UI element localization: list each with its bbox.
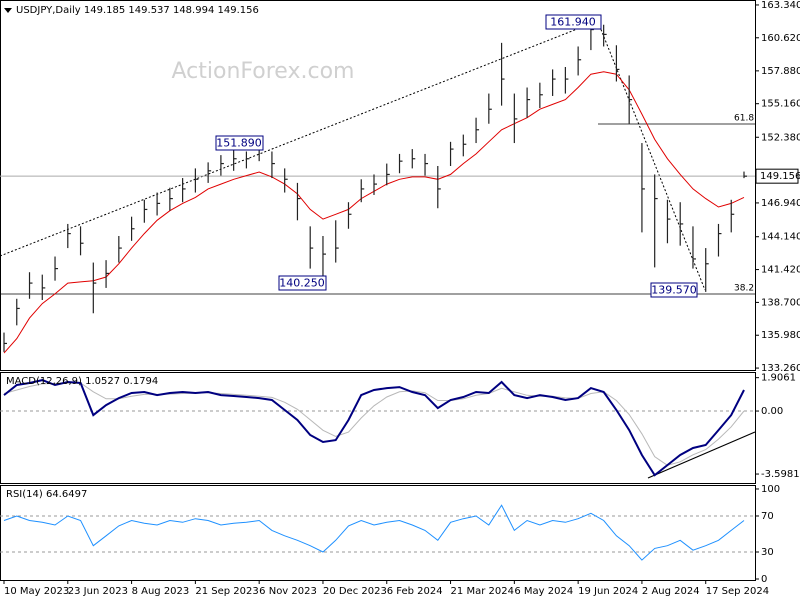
macd-panel-frame (0, 372, 756, 484)
x-tick-label: 2 Aug 2024 (642, 586, 700, 597)
chart-title: USDJPY,Daily 149.185 149.537 148.994 149… (16, 5, 259, 16)
fib-label: 38.2 (734, 284, 754, 294)
y-tick-label: 1.9061 (761, 373, 796, 384)
y-tick-label: 0.00 (761, 406, 783, 417)
y-tick-label: 163.340 (761, 0, 800, 11)
annotation: 139.570 (651, 284, 697, 297)
y-tick-label: 152.380 (761, 132, 800, 143)
main-panel-frame (0, 0, 756, 371)
x-tick-label: 23 Jun 2023 (68, 586, 128, 597)
marks (0, 21, 755, 561)
x-tick-label: 20 Dec 2023 (323, 586, 387, 597)
y-tick-label: 135.980 (761, 330, 800, 341)
macd-line (3, 379, 745, 477)
annotation-box (545, 14, 602, 30)
y-tick-label: 155.160 (761, 99, 800, 110)
trend-line (0, 21, 596, 257)
macd-title: MACD(12,26,9) 1.0527 0.1794 (6, 376, 158, 387)
y-tick-label: -3.5981 (761, 469, 800, 480)
annotation: 161.940 (550, 16, 596, 29)
x-tick-label: 8 Aug 2023 (132, 586, 190, 597)
rsi-line (3, 504, 745, 561)
macd-line (3, 382, 745, 466)
x-tick-label: 21 Sep 2023 (195, 586, 258, 597)
y-tick-label: 144.140 (761, 232, 800, 243)
trend-line (647, 431, 756, 479)
fib-label: 61.8 (734, 114, 754, 124)
annotation-box (215, 135, 264, 151)
y-tick-label: 70 (761, 511, 774, 522)
rsi-panel-frame (0, 485, 756, 581)
y-tick-label: 0 (761, 574, 767, 585)
x-tick-label: 21 Mar 2024 (451, 586, 514, 597)
annotation-box (278, 275, 327, 291)
y-tick-label: 30 (761, 547, 774, 558)
last-price-label: 149.156 (760, 171, 800, 182)
annotation: 151.890 (216, 137, 262, 150)
x-tick-label: 17 Sep 2024 (706, 586, 769, 597)
x-tick-label: 6 May 2024 (514, 586, 573, 597)
x-tick-label: 19 Jun 2024 (578, 586, 638, 597)
last-price-box (755, 168, 799, 184)
y-tick-label: 141.420 (761, 265, 800, 276)
x-tick-label: 6 Nov 2023 (259, 586, 317, 597)
annotation: 140.250 (279, 277, 325, 290)
y-tick-label: 133.260 (761, 363, 800, 374)
y-tick-label: 100 (761, 484, 780, 495)
y-tick-label: 146.940 (761, 198, 800, 209)
y-tick-label: 157.880 (761, 66, 800, 77)
watermark: ActionForex.com (172, 59, 355, 84)
menu-icon (4, 8, 12, 13)
y-tick-label: 138.700 (761, 297, 800, 308)
annotation-box (650, 282, 698, 298)
y-tick-label: 160.620 (761, 33, 800, 44)
x-tick-label: 10 May 2023 (4, 586, 69, 597)
x-tick-label: 6 Feb 2024 (387, 586, 443, 597)
rsi-title: RSI(14) 64.6497 (6, 489, 87, 500)
